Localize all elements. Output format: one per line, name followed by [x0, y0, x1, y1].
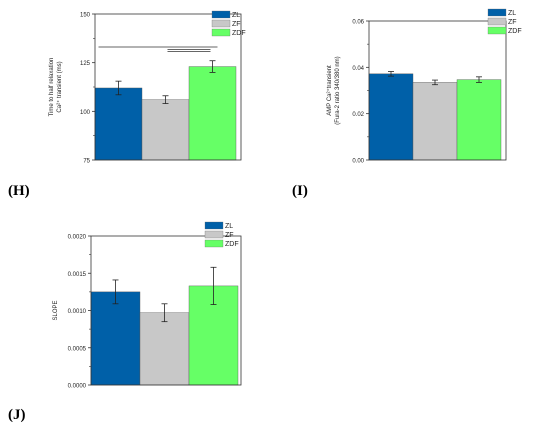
- y-tick-label: 0.00: [352, 159, 364, 165]
- bar-zdf: [456, 79, 502, 161]
- legend-label-zf: ZF: [225, 232, 234, 239]
- y-tick-label: 0.0005: [68, 346, 87, 352]
- legend-label-zdf: ZDF: [232, 30, 246, 37]
- legend-label-zf: ZF: [232, 21, 241, 28]
- y-axis-label-line: (Fura-2 ratio 340/380 nm): [335, 56, 341, 124]
- panel-letter-i: (I): [292, 183, 308, 199]
- legend-swatch-zf: [211, 19, 231, 28]
- legend-label-zl: ZL: [508, 10, 516, 17]
- legend-label-zdf: ZDF: [225, 241, 239, 248]
- bar-zl: [94, 87, 143, 161]
- chart-panel-1: 75 100 125 150 Time to half relaxation Ca²⁺ t…: [49, 10, 246, 165]
- y-tick-label: 100: [80, 110, 91, 116]
- legend-swatch-zf: [487, 17, 507, 26]
- y-axis-label-line: Ca²⁺ transient (ms): [56, 61, 63, 112]
- chart-panel-3: 0.0000 0.0005 0.0010 0.0015 0.0020 SLOPE ZL ZF Z…: [53, 221, 242, 390]
- bar-zdf: [188, 66, 237, 161]
- y-axis-label-line: Time to half relaxation: [49, 58, 55, 117]
- y-tick-label: 150: [80, 13, 91, 19]
- panel-letter-h: (H): [8, 183, 30, 199]
- legend-swatch-zl: [211, 10, 231, 19]
- legend-swatch-zdf: [204, 239, 224, 248]
- y-tick-label: 0.0020: [68, 235, 87, 241]
- chart-panel-2: 0.00 0.02 0.04 0.06 AMP Ca²⁺transient (Fura-2…: [326, 8, 522, 165]
- y-tick-label: 0.0015: [68, 272, 87, 278]
- legend-label-zdf: ZDF: [508, 28, 522, 35]
- bar-zl: [368, 73, 414, 161]
- bar-zf: [141, 99, 190, 161]
- y-tick-label: 0.0010: [68, 309, 87, 315]
- legend-label-zf: ZF: [508, 19, 517, 26]
- bar-zf: [412, 82, 458, 161]
- legend-label-zl: ZL: [225, 223, 233, 230]
- y-axis-label-line: SLOPE: [53, 300, 59, 320]
- y-tick-label: 0.06: [352, 20, 364, 26]
- y-tick-label: 75: [83, 159, 90, 165]
- y-tick-label: 0.02: [352, 112, 364, 118]
- y-tick-label: 0.0000: [68, 384, 87, 390]
- legend-swatch-zl: [204, 221, 224, 230]
- panel-letter-j: (J): [8, 407, 26, 423]
- y-tick-label: 125: [80, 61, 91, 67]
- legend-label-zl: ZL: [232, 12, 240, 19]
- y-tick-label: 0.04: [352, 66, 364, 72]
- y-axis-label-line: AMP Ca²⁺transient: [326, 65, 333, 116]
- legend-swatch-zf: [204, 230, 224, 239]
- legend-swatch-zdf: [211, 28, 231, 37]
- bar-zl: [90, 291, 141, 386]
- legend-swatch-zl: [487, 8, 507, 17]
- legend-swatch-zdf: [487, 26, 507, 35]
- bar-zf: [139, 312, 190, 386]
